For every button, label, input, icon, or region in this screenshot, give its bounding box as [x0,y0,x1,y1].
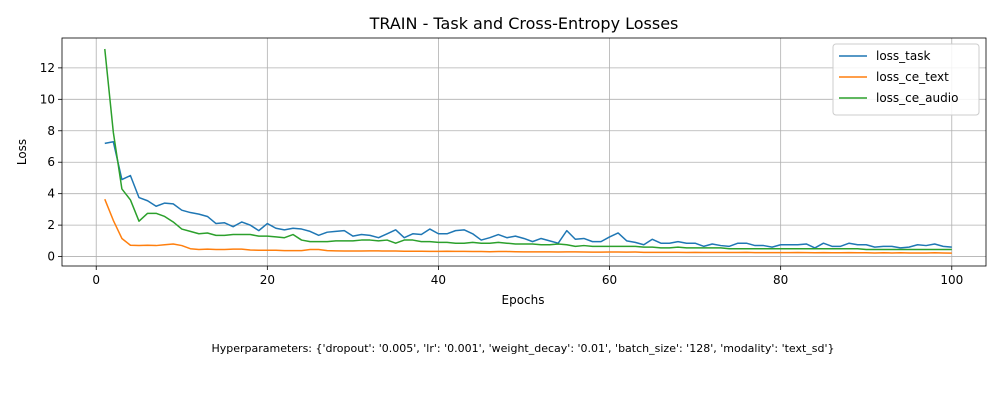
y-tick-label: 2 [47,218,55,232]
series-line-loss-ce-audio [104,48,952,251]
legend-label: loss_ce_audio [876,91,958,105]
hyperparameters-caption: Hyperparameters: {'dropout': '0.005', 'l… [211,342,835,355]
x-axis-label: Epochs [502,293,545,307]
chart-title: TRAIN - Task and Cross-Entropy Losses [369,14,679,33]
x-tick-label: 0 [92,273,100,287]
x-tick-label: 80 [773,273,788,287]
plot-frame [61,37,987,267]
x-tick-label: 60 [602,273,617,287]
legend-label: loss_task [876,49,930,63]
legend-label: loss_ce_text [876,70,949,84]
x-tick-label: 100 [940,273,963,287]
y-tick-label: 0 [47,250,55,264]
x-tick-label: 20 [260,273,275,287]
y-tick-label: 4 [47,187,55,201]
x-axis: 0 20 40 60 80 100 [92,266,963,287]
y-tick-label: 6 [47,155,55,169]
y-tick-label: 10 [40,92,55,106]
series-line-loss-ce-text [104,198,952,254]
legend: loss_task loss_ce_text loss_ce_audio [832,43,980,116]
y-axis: 0 2 4 6 8 10 12 [40,61,62,264]
y-tick-label: 12 [40,61,55,75]
y-tick-label: 8 [47,124,55,138]
x-tick-label: 40 [431,273,446,287]
series-lines [104,48,952,254]
series-line-loss-task [104,141,952,249]
legend-box [832,43,980,116]
y-axis-label: Loss [15,139,29,165]
